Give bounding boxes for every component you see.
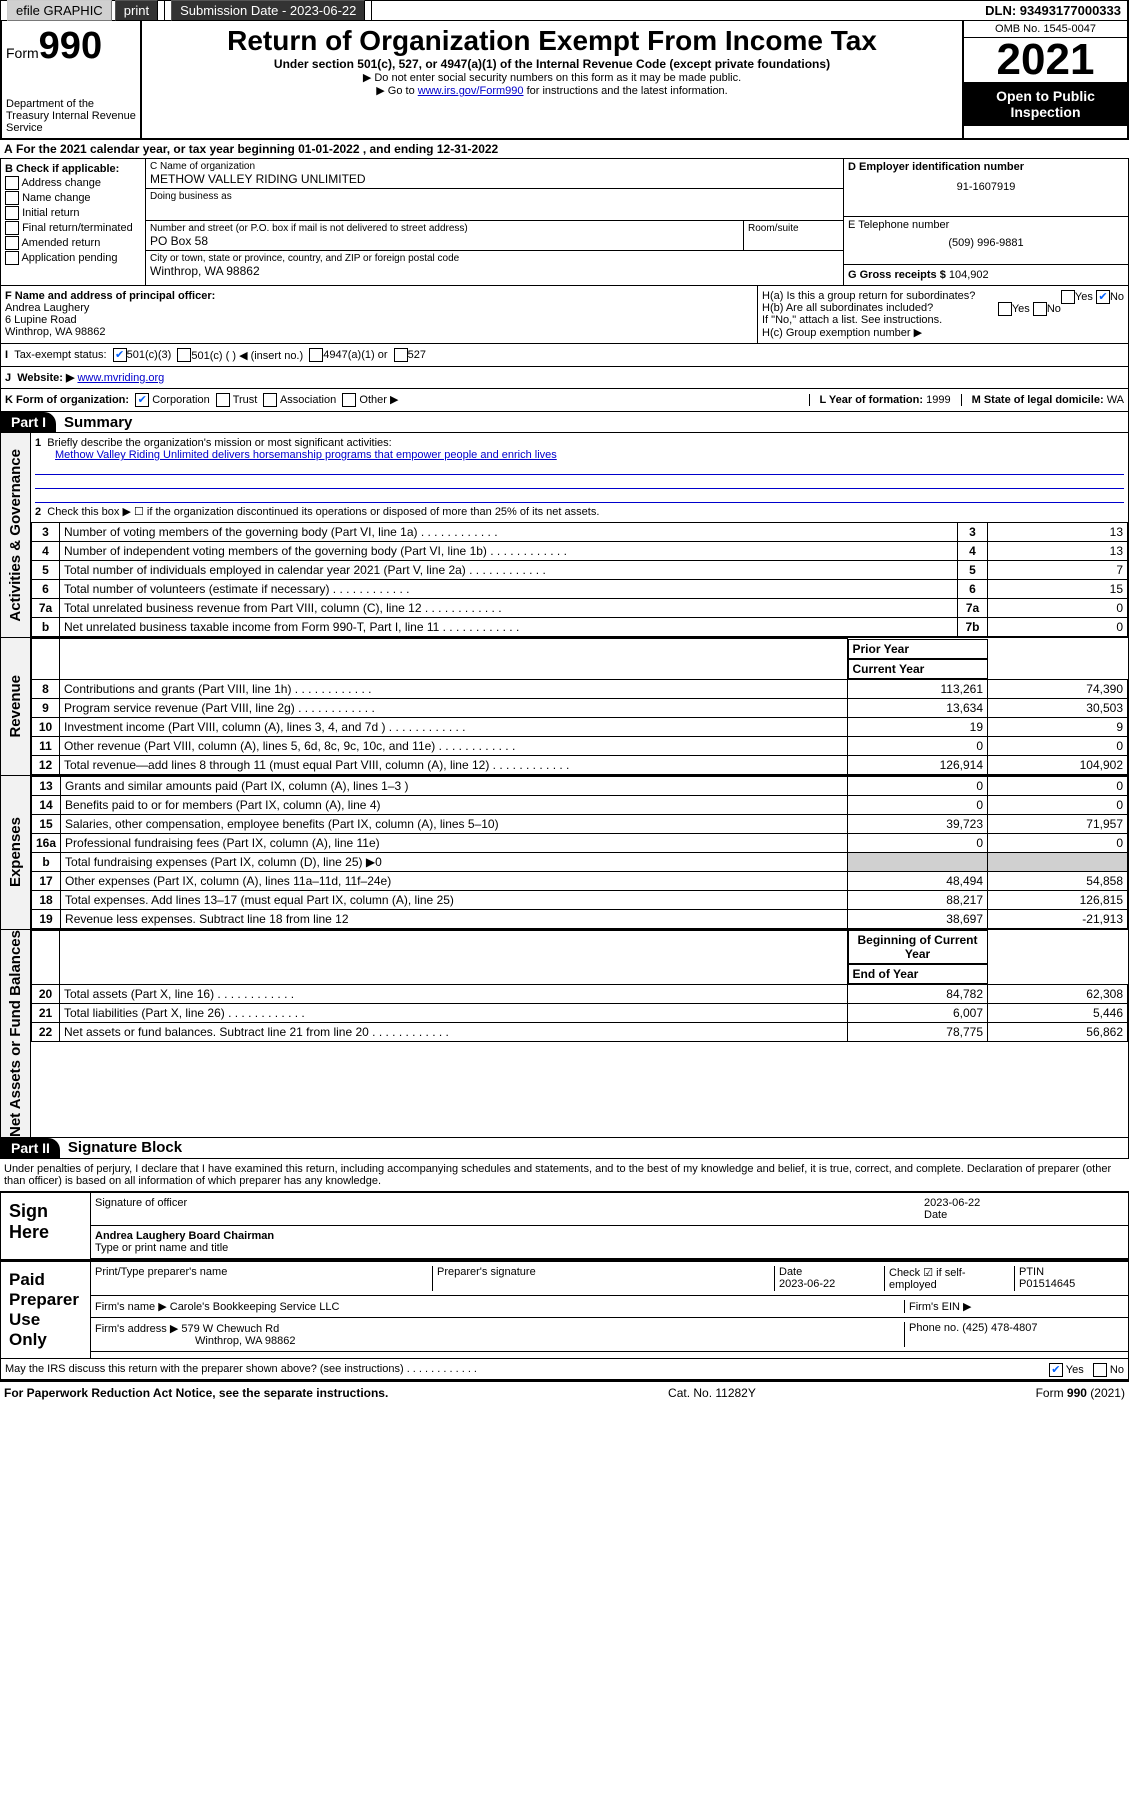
c-name-label: C Name of organization: [150, 161, 839, 172]
dln: DLN: 93493177000333: [979, 1, 1128, 20]
dba-label: Doing business as: [150, 191, 839, 202]
signature-block: Sign Here Signature of officer2023-06-22…: [0, 1191, 1129, 1260]
phone-label: E Telephone number: [848, 219, 949, 231]
discuss-row: May the IRS discuss this return with the…: [0, 1359, 1129, 1380]
ha-label: H(a) Is this a group return for subordin…: [762, 290, 975, 302]
line-j: J Website: ▶ www.mvriding.org: [0, 367, 1129, 389]
section-revenue: Revenue Prior YearCurrent Year8Contribut…: [0, 638, 1129, 776]
section-netassets: Net Assets or Fund Balances Beginning of…: [0, 930, 1129, 1138]
officer-name: Andrea Laughery: [5, 302, 89, 314]
501c3-checkbox[interactable]: [113, 348, 127, 362]
mission-text: Methow Valley Riding Unlimited delivers …: [55, 449, 557, 461]
print-button[interactable]: print: [115, 0, 158, 21]
topbar: efile GRAPHIC print Submission Date - 20…: [0, 0, 1129, 21]
submission-date: Submission Date - 2023-06-22: [171, 0, 365, 21]
form-number: Form990: [6, 25, 136, 68]
ein-value: 91-1607919: [848, 181, 1124, 193]
efile-label: efile GRAPHIC: [7, 0, 112, 21]
part1-header: Part ISummary: [0, 412, 1129, 433]
paid-preparer-label: Paid Preparer Use Only: [1, 1262, 91, 1358]
vtab-activities: Activities & Governance: [7, 449, 24, 622]
vtab-expenses: Expenses: [7, 817, 24, 887]
col-b: B Check if applicable: Address change Na…: [1, 159, 146, 285]
preparer-block: Paid Preparer Use Only Print/Type prepar…: [0, 1260, 1129, 1359]
goto-link-row: ▶ Go to www.irs.gov/Form990 for instruct…: [146, 84, 958, 97]
dept-treasury: Department of the Treasury Internal Reve…: [6, 98, 136, 134]
section-activities: Activities & Governance 1 Briefly descri…: [0, 433, 1129, 638]
ein-label: D Employer identification number: [848, 161, 1024, 173]
line-i: I Tax-exempt status: 501(c)(3) 501(c) ( …: [0, 344, 1129, 367]
org-name: METHOW VALLEY RIDING UNLIMITED: [150, 172, 839, 186]
line1-label: Briefly describe the organization's miss…: [47, 437, 391, 449]
gross-receipts-value: 104,902: [949, 269, 989, 281]
sign-here-label: Sign Here: [1, 1193, 91, 1259]
city-label: City or town, state or province, country…: [150, 253, 839, 264]
room-label: Room/suite: [748, 223, 839, 234]
hb-label: H(b) Are all subordinates included?: [762, 302, 933, 314]
irs-link[interactable]: www.irs.gov/Form990: [418, 85, 524, 97]
open-to-inspection: Open to Public Inspection: [964, 82, 1127, 126]
line-f-h: F Name and address of principal officer:…: [0, 286, 1129, 344]
governance-table: 3Number of voting members of the governi…: [31, 522, 1128, 637]
perjury-statement: Under penalties of perjury, I declare th…: [0, 1159, 1129, 1191]
city-state-zip: Winthrop, WA 98862: [150, 264, 839, 278]
footer: For Paperwork Reduction Act Notice, see …: [0, 1380, 1129, 1404]
hb-note: If "No," attach a list. See instructions…: [762, 314, 1124, 326]
vtab-netassets: Net Assets or Fund Balances: [7, 930, 24, 1137]
tax-year: 2021: [964, 38, 1127, 82]
officer-label: F Name and address of principal officer:: [5, 290, 215, 302]
subtitle: Under section 501(c), 527, or 4947(a)(1)…: [146, 57, 958, 71]
form-header: Form990 Department of the Treasury Inter…: [0, 21, 1129, 140]
addr-label: Number and street (or P.O. box if mail i…: [150, 223, 739, 234]
street-address: PO Box 58: [150, 234, 739, 248]
officer-addr1: 6 Lupine Road: [5, 314, 77, 326]
gross-receipts-label: G Gross receipts $: [848, 269, 946, 281]
notice-ssn: ▶ Do not enter social security numbers o…: [146, 71, 958, 84]
line-k: K Form of organization: Corporation Trus…: [0, 389, 1129, 412]
hc-label: H(c) Group exemption number ▶: [762, 326, 1124, 339]
officer-addr2: Winthrop, WA 98862: [5, 326, 105, 338]
line-a: A For the 2021 calendar year, or tax yea…: [0, 140, 1129, 159]
website-link[interactable]: www.mvriding.org: [77, 372, 164, 384]
phone-value: (509) 996-9881: [848, 237, 1124, 249]
section-expenses: Expenses 13Grants and similar amounts pa…: [0, 776, 1129, 930]
section-bcd: B Check if applicable: Address change Na…: [0, 159, 1129, 286]
line2-text: Check this box ▶ ☐ if the organization d…: [47, 506, 599, 518]
form-title: Return of Organization Exempt From Incom…: [146, 25, 958, 57]
vtab-revenue: Revenue: [7, 675, 24, 738]
part2-header: Part IISignature Block: [0, 1138, 1129, 1159]
